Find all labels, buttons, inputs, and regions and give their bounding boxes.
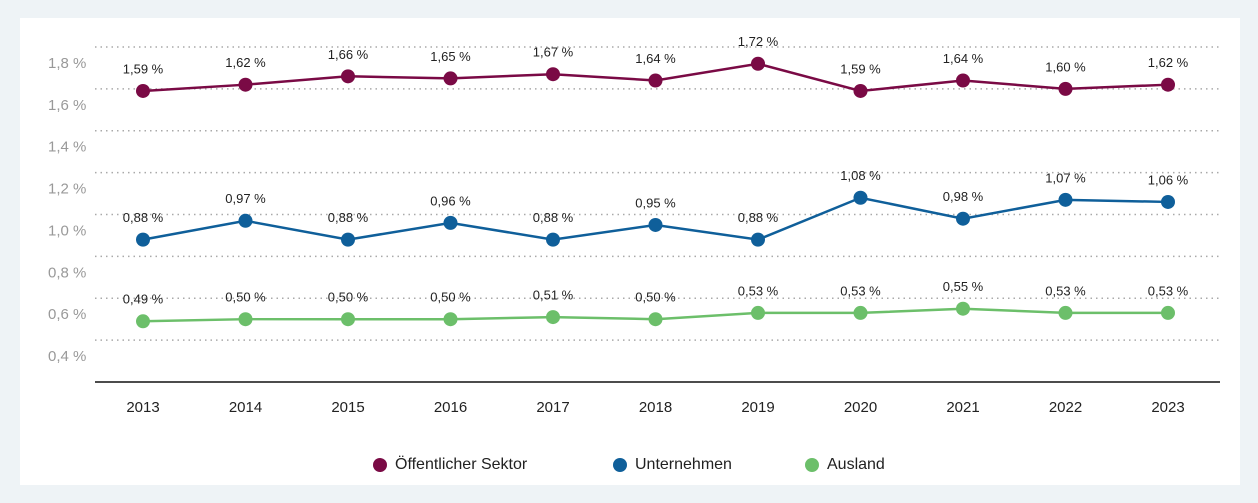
data-label: 0,88 %	[738, 210, 779, 225]
data-point	[238, 312, 253, 327]
data-label: 0,53 %	[738, 283, 779, 298]
data-point	[648, 73, 663, 88]
data-label: 0,51 %	[533, 288, 574, 303]
data-point	[443, 71, 458, 86]
x-tick-label: 2023	[1151, 399, 1184, 416]
data-label: 1,07 %	[1045, 170, 1086, 185]
data-point	[341, 312, 355, 327]
x-tick-label: 2020	[844, 399, 877, 416]
legend-marker	[613, 458, 627, 472]
data-label: 1,06 %	[1148, 172, 1189, 187]
x-tick-label: 2017	[536, 399, 569, 416]
data-point	[751, 232, 765, 247]
data-point	[1161, 77, 1175, 92]
panel	[20, 18, 1240, 485]
data-label: 1,64 %	[943, 51, 984, 66]
data-point	[853, 190, 868, 205]
data-label: 1,67 %	[533, 45, 574, 60]
data-point	[853, 305, 868, 320]
data-label: 0,55 %	[943, 279, 984, 294]
y-tick-label: 1,4 %	[48, 139, 86, 156]
data-label: 1,59 %	[840, 61, 881, 76]
legend-marker	[805, 458, 819, 472]
data-label: 0,50 %	[225, 290, 266, 305]
data-label: 0,53 %	[1148, 283, 1189, 298]
data-point	[136, 232, 150, 247]
x-tick-label: 2016	[434, 399, 467, 416]
data-point	[1058, 81, 1073, 96]
data-point	[1058, 305, 1073, 320]
y-tick-label: 1,6 %	[48, 97, 86, 114]
data-label: 0,88 %	[123, 210, 164, 225]
data-point	[341, 232, 355, 247]
data-point	[443, 215, 458, 230]
data-label: 1,59 %	[123, 61, 164, 76]
x-tick-label: 2019	[741, 399, 774, 416]
data-point	[546, 310, 560, 325]
y-tick-label: 0,6 %	[48, 306, 86, 323]
data-label: 0,50 %	[635, 290, 676, 305]
x-tick-label: 2014	[229, 399, 262, 416]
y-tick-label: 1,8 %	[48, 55, 86, 72]
data-label: 1,08 %	[840, 168, 881, 183]
data-point	[1161, 194, 1175, 209]
data-point	[443, 312, 458, 327]
legend-marker	[373, 458, 387, 472]
data-label: 1,62 %	[1148, 55, 1189, 70]
data-label: 0,98 %	[943, 189, 984, 204]
data-label: 0,50 %	[430, 290, 471, 305]
x-tick-label: 2022	[1049, 399, 1082, 416]
data-label: 1,62 %	[225, 55, 266, 70]
legend-label: Ausland	[827, 456, 885, 473]
legend-label: Öffentlicher Sektor	[395, 455, 528, 473]
data-point	[136, 83, 150, 98]
data-point	[956, 73, 970, 88]
data-label: 0,49 %	[123, 292, 164, 307]
data-point	[853, 83, 868, 98]
data-point	[956, 301, 970, 316]
x-tick-label: 2015	[331, 399, 364, 416]
data-label: 0,53 %	[1045, 283, 1086, 298]
y-tick-label: 0,4 %	[48, 348, 86, 365]
data-label: 0,95 %	[635, 195, 676, 210]
data-point	[546, 67, 560, 82]
data-label: 0,96 %	[430, 193, 471, 208]
data-point	[956, 211, 970, 226]
x-tick-label: 2021	[946, 399, 979, 416]
data-label: 0,53 %	[840, 283, 881, 298]
data-label: 0,50 %	[328, 290, 369, 305]
data-point	[751, 56, 765, 71]
data-label: 1,65 %	[430, 49, 471, 64]
data-point	[546, 232, 560, 247]
data-point	[136, 314, 150, 329]
data-point	[751, 305, 765, 320]
data-label: 1,72 %	[738, 34, 779, 49]
legend-label: Unternehmen	[635, 456, 732, 473]
data-point	[648, 217, 663, 232]
data-label: 0,88 %	[533, 210, 574, 225]
y-tick-label: 1,0 %	[48, 222, 86, 239]
data-point	[341, 69, 355, 84]
data-point	[1058, 192, 1073, 207]
data-label: 0,97 %	[225, 191, 266, 206]
data-point	[648, 312, 663, 327]
data-label: 1,60 %	[1045, 59, 1086, 74]
data-point	[1161, 305, 1175, 320]
data-label: 1,66 %	[328, 47, 369, 62]
x-tick-label: 2018	[639, 399, 672, 416]
data-label: 0,88 %	[328, 210, 369, 225]
data-point	[238, 77, 253, 92]
y-tick-label: 0,8 %	[48, 264, 86, 281]
data-label: 1,64 %	[635, 51, 676, 66]
y-tick-label: 1,2 %	[48, 181, 86, 198]
x-tick-label: 2013	[126, 399, 159, 416]
data-point	[238, 213, 253, 228]
